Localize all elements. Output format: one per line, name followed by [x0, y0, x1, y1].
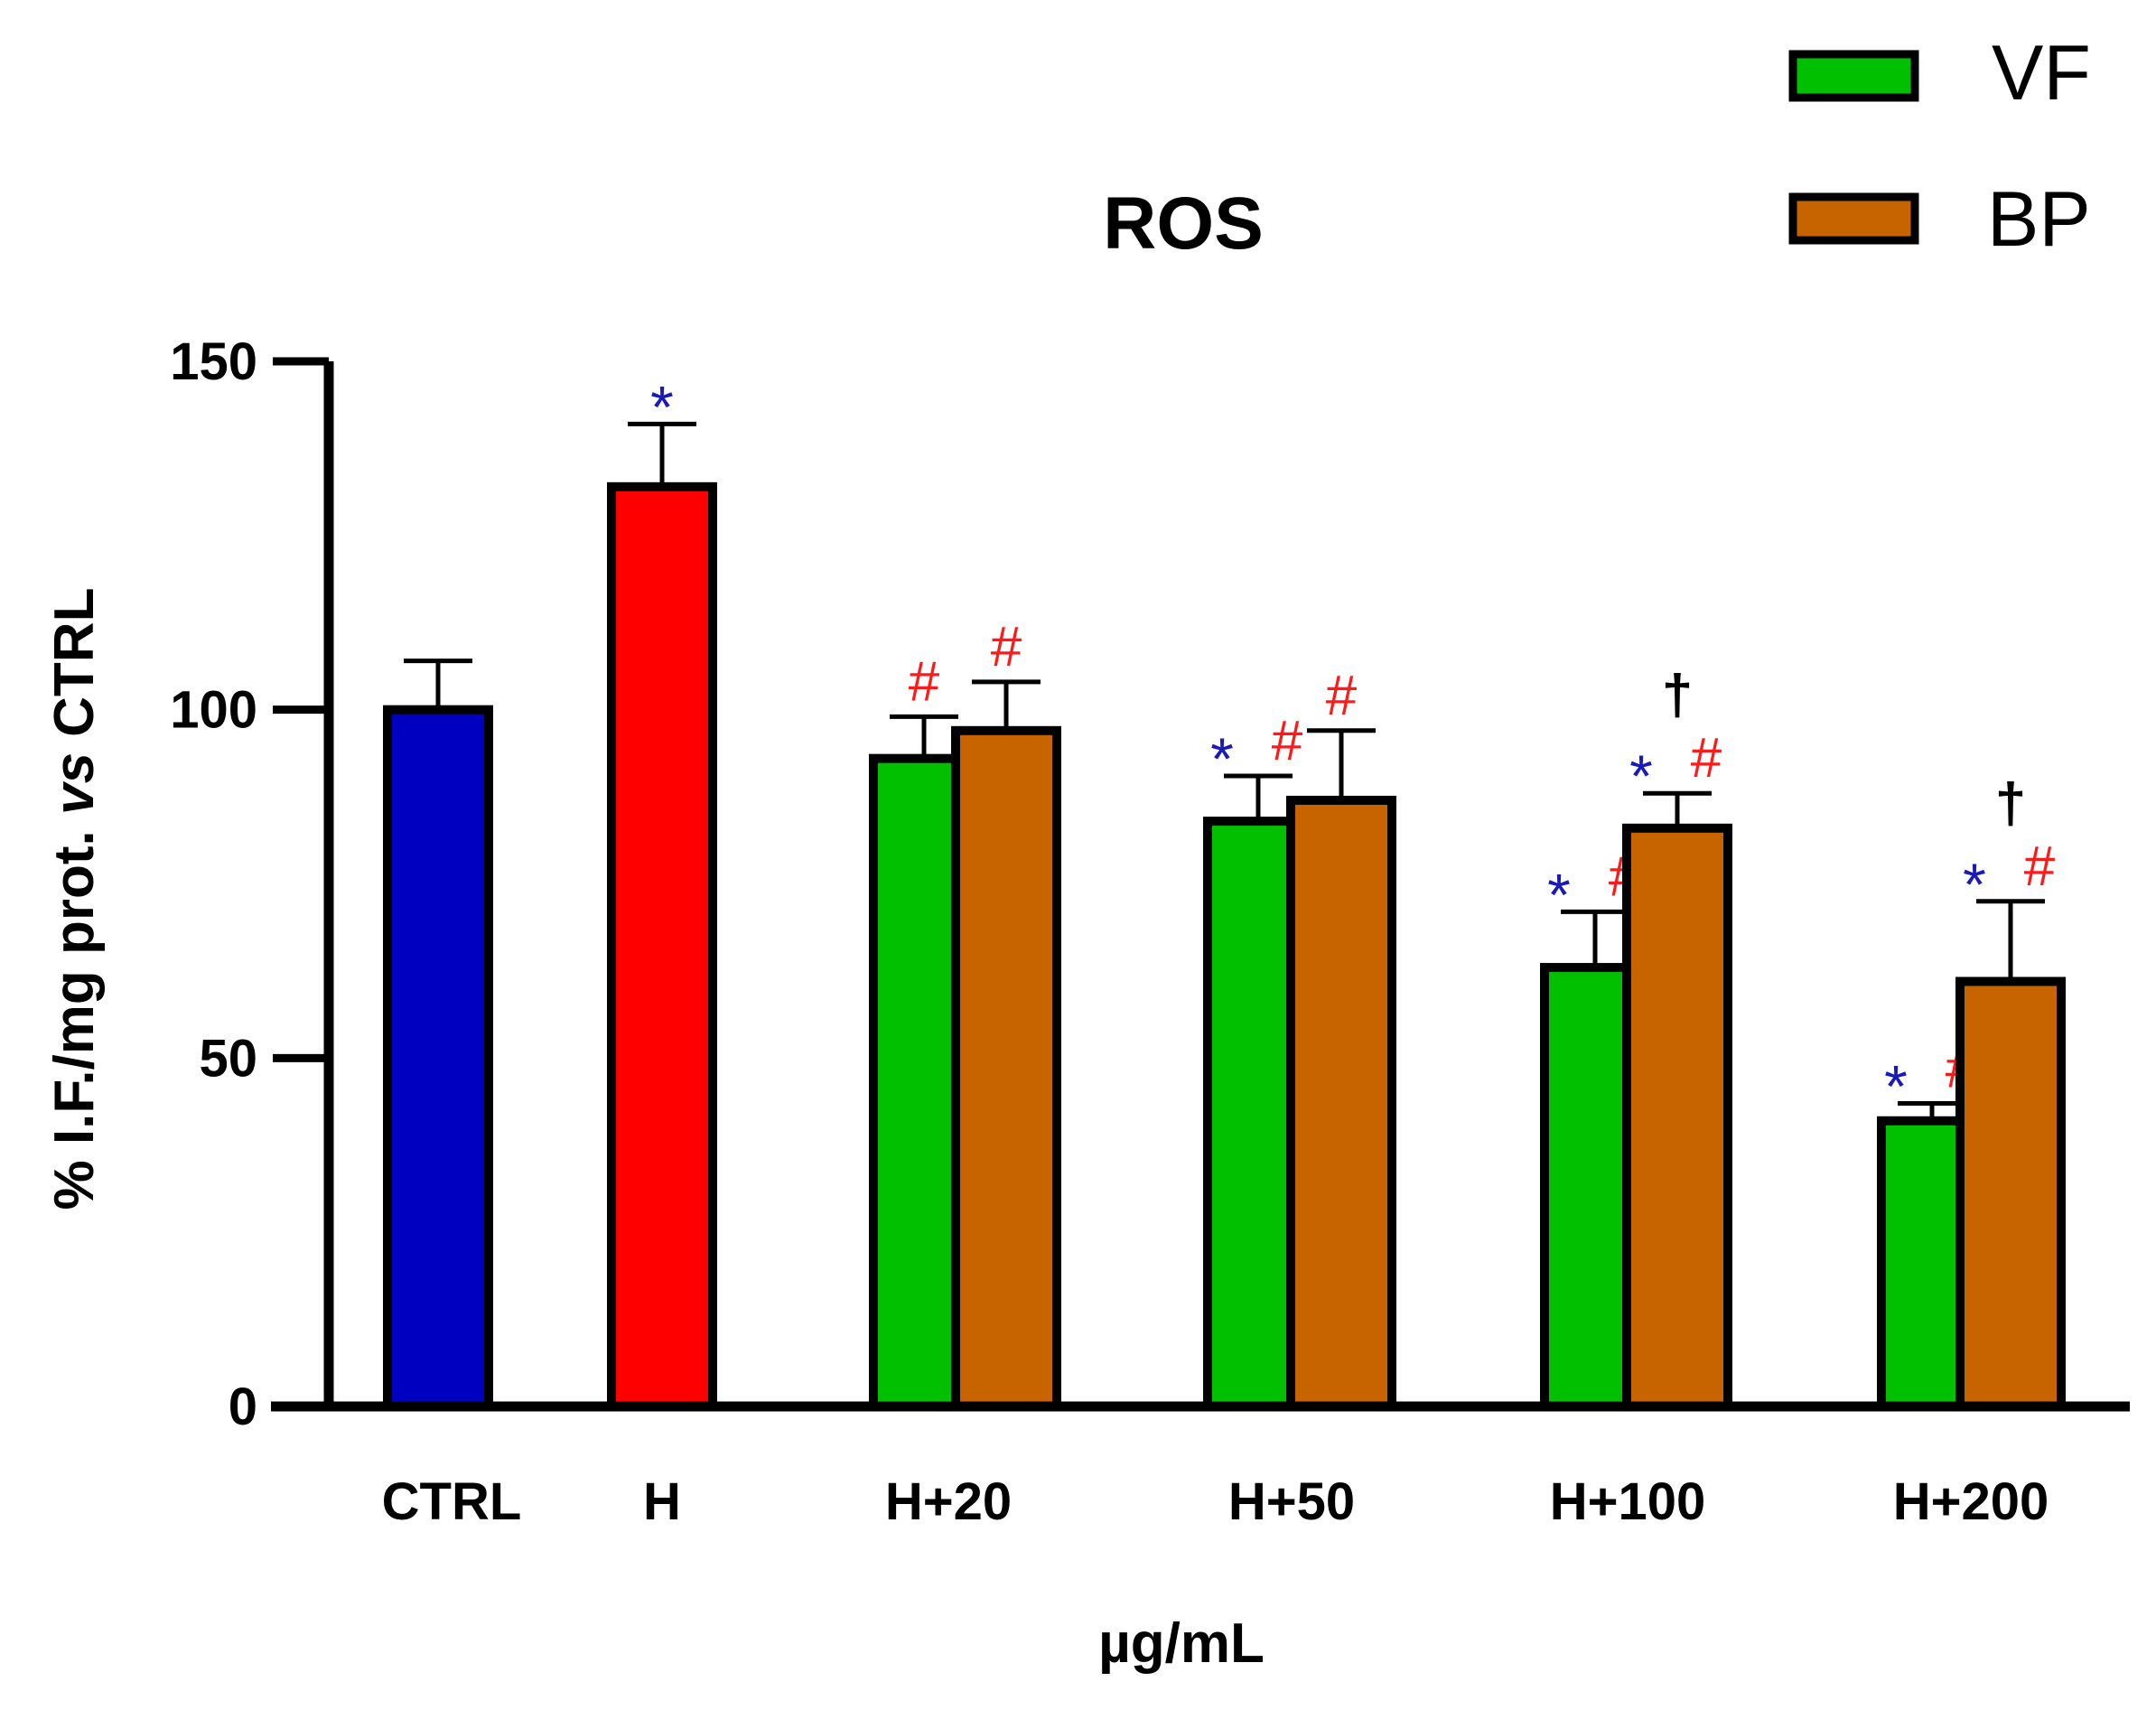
y-tick-label-0: 0 — [229, 1378, 257, 1436]
significance-mark-h-20-vf-0: # — [909, 650, 940, 713]
bar-h-20-bp — [951, 725, 1061, 1411]
dagger-mark-h-100-bp: † — [1662, 664, 1693, 726]
legend: VF BP — [1788, 30, 2091, 263]
significance-mark-h-50-vf-1: # — [1272, 710, 1303, 772]
y-axis-label: % I.F./mg prot. vs CTRL — [43, 588, 106, 1210]
legend-swatch-bp — [1788, 192, 1919, 245]
x-tick-labels: CTRL H H+20 H+50 H+100 H+200 — [382, 1472, 2049, 1531]
x-tick-label-ctrl: CTRL — [382, 1472, 522, 1531]
significance-mark-h-50-bp-0: # — [1326, 665, 1358, 727]
x-tick-label-h-200: H+200 — [1893, 1472, 2049, 1531]
significance-mark-h-200-bp-0: * — [1963, 851, 1986, 918]
y-tick-label-150: 150 — [170, 332, 257, 391]
y-ticks: 0 50 100 150 — [170, 332, 329, 1436]
significance-mark-h-50-vf-0: * — [1210, 725, 1234, 792]
chart-title: ROS — [1103, 182, 1264, 265]
x-tick-label-h-50: H+50 — [1228, 1472, 1355, 1531]
legend-swatch-vf — [1788, 50, 1919, 102]
significance-mark-h-100-bp-0: * — [1629, 743, 1653, 809]
significance-mark-h-100-bp-1: # — [1691, 727, 1722, 789]
legend-label-vf: VF — [1992, 30, 2091, 117]
bar-h-200-bp — [1955, 976, 2066, 1412]
x-tick-label-h-100: H+100 — [1550, 1472, 1706, 1531]
y-axis-label-prefix: % I.F./mg prot. — [43, 815, 106, 1210]
y-tick-label-100: 100 — [170, 681, 257, 740]
bar-h-control — [607, 481, 717, 1411]
y-axis-label-suffix: CTRL — [43, 588, 106, 753]
significance-mark-h-100-vf-0: * — [1547, 861, 1571, 928]
x-tick-label-h: H — [643, 1472, 681, 1531]
significance-mark-h-200-bp-1: # — [2024, 836, 2056, 898]
dagger-mark-h-200-bp: † — [1995, 772, 2026, 835]
y-axis-label-italic: vs — [43, 752, 106, 815]
x-axis-label: µg/mL — [1098, 1612, 1265, 1675]
bar-ctrl-control — [383, 705, 493, 1411]
significance-mark-h-200-vf-0: * — [1884, 1052, 1908, 1119]
legend-label-bp: BP — [1987, 176, 2091, 263]
bar-h-50-bp — [1286, 795, 1396, 1411]
significance-mark-h-control-0: * — [650, 373, 674, 440]
bars: *##*##*#*#†*#*#† — [383, 373, 2066, 1412]
bar-h-100-bp — [1622, 823, 1732, 1411]
significance-mark-h-20-bp-0: # — [991, 616, 1022, 678]
x-tick-label-h-20: H+20 — [885, 1472, 1012, 1531]
y-tick-label-50: 50 — [199, 1029, 257, 1088]
